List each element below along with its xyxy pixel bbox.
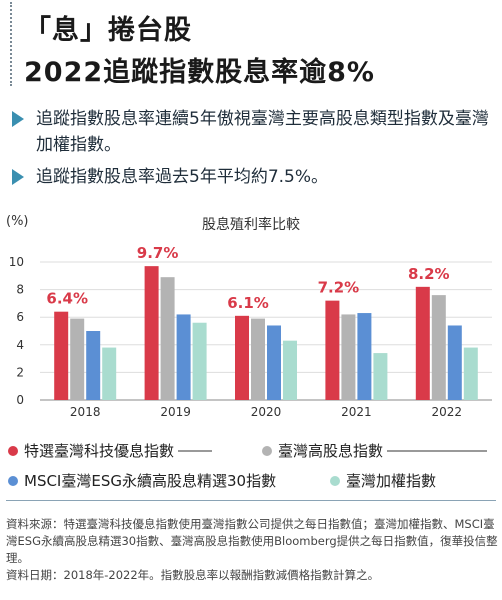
bar [86, 331, 101, 400]
bar [463, 347, 478, 400]
divider [6, 500, 496, 501]
triangle-bullet-icon [12, 111, 24, 127]
legend-dot-icon [330, 475, 340, 486]
legend-dot-icon [262, 445, 272, 456]
bar [160, 277, 175, 400]
bar [341, 314, 356, 400]
legend-connector [387, 449, 488, 452]
source-note: 資料來源：特選臺灣科技優息指數使用臺灣指數公司提供之每日指數值；臺灣加權指數、M… [6, 516, 498, 584]
bar [357, 313, 372, 400]
bar [54, 311, 69, 400]
bar [144, 266, 159, 400]
y-tick-label: 0 [16, 393, 24, 407]
y-tick-label: 10 [9, 255, 24, 269]
legend-label: 臺灣加權指數 [346, 472, 437, 490]
legend-dot-icon [8, 475, 18, 486]
bar [176, 314, 191, 400]
bar [102, 347, 117, 400]
x-tick-label: 2022 [432, 405, 463, 419]
bullet-item: 追蹤指數股息率連續5年傲視臺灣主要高股息類型指數及臺灣加權指數。 [12, 106, 492, 158]
x-tick-label: 2019 [160, 405, 191, 419]
x-tick-label: 2020 [251, 405, 282, 419]
x-tick-label: 2021 [341, 405, 372, 419]
bar [251, 318, 265, 400]
bar [447, 325, 462, 400]
triangle-bullet-icon [12, 169, 24, 185]
bar [325, 300, 340, 400]
bar [415, 286, 430, 400]
legend-label: 特選臺灣科技優息指數 [24, 442, 175, 460]
y-tick-label: 6 [16, 310, 24, 324]
legend-dot-icon [8, 445, 18, 456]
page-title-line2: 2022追蹤指數股息率逾8% [24, 57, 375, 88]
header-dotted-rule [10, 2, 12, 86]
x-tick-label: 2018 [70, 405, 101, 419]
bar-chart: 0 2 4 6 8 10 2018 6.4% 2019 9.7% 2020 6.1% 2021 7.2% 2… [9, 244, 492, 419]
legend-item-series-2: MSCI臺灣ESG永續高股息精選30指數 [8, 470, 276, 491]
source-text: 資料來源：特選臺灣科技優息指數使用臺灣指數公司提供之每日指數值；臺灣加權指數、M… [6, 517, 498, 565]
y-tick-label: 2 [16, 365, 24, 379]
bar [70, 318, 85, 400]
y-axis-unit: (%) [6, 214, 29, 229]
y-tick-label: 4 [16, 338, 24, 352]
data-label: 7.2% [318, 279, 360, 297]
legend-item-series-0: 特選臺灣科技優息指數 [8, 440, 213, 461]
data-label: 6.4% [46, 290, 88, 308]
date-text: 資料日期：2018年-2022年。指數股息率以報酬指數減價格指數計算之。 [6, 568, 380, 582]
legend-label: 臺灣高股息指數 [278, 442, 384, 460]
data-label: 6.1% [227, 294, 269, 312]
bullet-text: 追蹤指數股息率連續5年傲視臺灣主要高股息類型指數及臺灣加權指數。 [36, 109, 489, 155]
bar [373, 353, 388, 400]
bar [267, 325, 281, 400]
bar [235, 315, 249, 400]
bar [283, 340, 297, 400]
bullet-text: 追蹤指數股息率過去5年平均約7.5%。 [36, 167, 329, 187]
chart-title: 股息殖利率比較 [202, 217, 300, 233]
data-label: 8.2% [408, 265, 450, 283]
legend-connector [178, 449, 213, 452]
bar [192, 322, 207, 400]
page-title-line1: 「息」捲台股 [24, 15, 192, 46]
bullet-item: 追蹤指數股息率過去5年平均約7.5%。 [12, 164, 492, 190]
legend-label: MSCI臺灣ESG永續高股息精選30指數 [24, 472, 277, 490]
legend-item-series-3: 臺灣加權指數 [330, 470, 436, 491]
bar [431, 295, 446, 400]
data-label: 9.7% [137, 244, 179, 262]
y-tick-label: 8 [16, 283, 24, 297]
legend-item-series-1: 臺灣高股息指數 [262, 440, 488, 461]
